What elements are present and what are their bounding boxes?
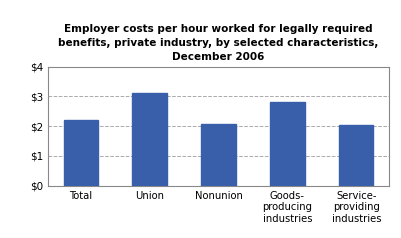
Bar — [201, 124, 236, 186]
Bar — [339, 125, 373, 186]
Bar — [64, 120, 98, 186]
Bar — [132, 93, 167, 186]
Bar — [270, 102, 305, 186]
Title: Employer costs per hour worked for legally required
benefits, private industry, : Employer costs per hour worked for legal… — [59, 25, 379, 62]
